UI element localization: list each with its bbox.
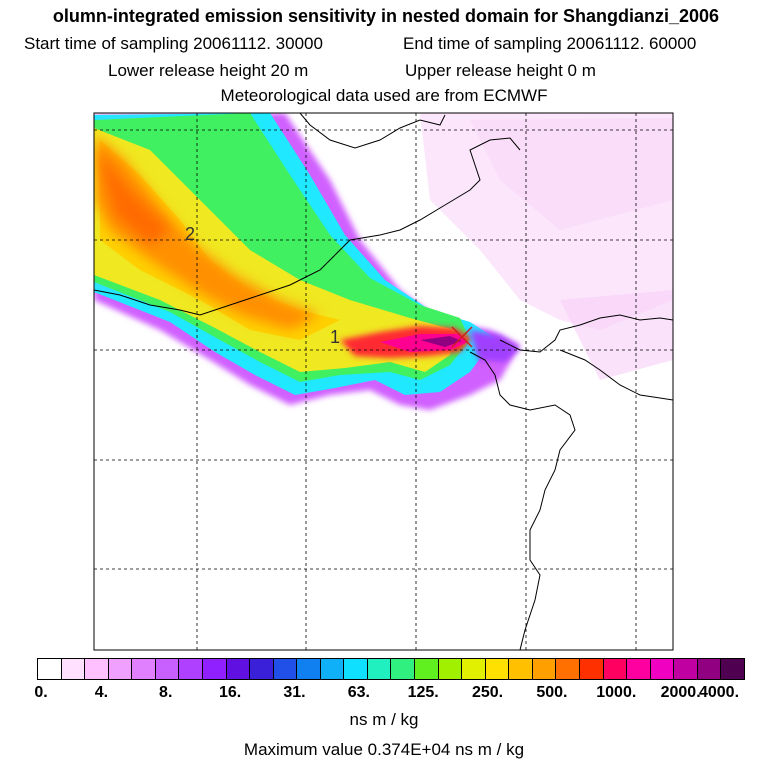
plot-title: olumn-integrated emission sensitivity in… — [52, 6, 720, 26]
legend-color-segment — [579, 659, 604, 679]
legend-tick-label: 31. — [283, 684, 306, 701]
legend-color-segment — [556, 659, 580, 679]
legend-color-segment — [344, 659, 368, 679]
legend-color-segment — [603, 659, 628, 679]
start-time-text: Start time of sampling 20061112. 30000 — [24, 34, 323, 53]
legend-tick-label: 0. — [34, 684, 48, 701]
legend-color-segment — [532, 659, 557, 679]
legend-color-segment — [250, 659, 274, 679]
legend-color-segment — [627, 659, 651, 679]
legend-tick-label: 63. — [347, 684, 370, 701]
legend-color-segment — [650, 659, 675, 679]
sensitivity-field — [94, 113, 673, 410]
legend-color-segment — [179, 659, 203, 679]
legend-tick-label: 250. — [471, 684, 504, 701]
legend-tick-label: 1000. — [596, 684, 637, 701]
lower-release-text: Lower release height 20 m — [108, 61, 309, 80]
legend-color-segment — [320, 659, 345, 679]
upper-release-text: Upper release height 0 m — [405, 61, 596, 80]
map-frame — [93, 112, 674, 651]
legend-color-segment — [226, 659, 251, 679]
legend-tick-label: 16. — [218, 684, 242, 701]
legend-color-segment — [367, 659, 392, 679]
color-legend — [37, 658, 745, 680]
label-1: 1 — [330, 327, 340, 347]
legend-color-segment — [108, 659, 133, 679]
label-2: 2 — [185, 224, 195, 244]
legend-tick-label: 500. — [536, 684, 568, 701]
legend-tick-label: 8. — [159, 684, 173, 701]
legend-color-segment — [61, 659, 86, 679]
legend-color-segment — [462, 659, 486, 679]
legend-color-segment — [132, 659, 156, 679]
legend-color-segment — [38, 659, 62, 679]
met-data-text: Meteorological data used are from ECMWF — [220, 86, 548, 105]
legend-color-segment — [697, 659, 722, 679]
legend-color-segment — [273, 659, 298, 679]
legend-color-segment — [721, 659, 744, 679]
legend-color-segment — [509, 659, 533, 679]
legend-color-segment — [202, 659, 227, 679]
legend-color-segment — [415, 659, 439, 679]
legend-tick-label: 2000. — [660, 684, 701, 701]
legend-tick-label: 4000. — [698, 684, 740, 701]
legend-color-segment — [155, 659, 180, 679]
legend-color-segment — [297, 659, 321, 679]
legend-color-segment — [674, 659, 698, 679]
lat-lon-grid — [94, 113, 673, 650]
units-label: ns m / kg — [349, 710, 419, 729]
legend-tick-label: 4. — [94, 684, 109, 701]
legend-tick-label: 125. — [407, 684, 439, 701]
legend-color-segment — [391, 659, 415, 679]
legend-color-segment — [438, 659, 463, 679]
receptor-marker-icon — [451, 326, 473, 348]
legend-color-segment — [85, 659, 109, 679]
end-time-text: End time of sampling 20061112. 60000 — [403, 34, 697, 53]
max-value-text: Maximum value 0.374E+04 ns m / kg — [243, 740, 525, 759]
legend-color-segment — [485, 659, 510, 679]
